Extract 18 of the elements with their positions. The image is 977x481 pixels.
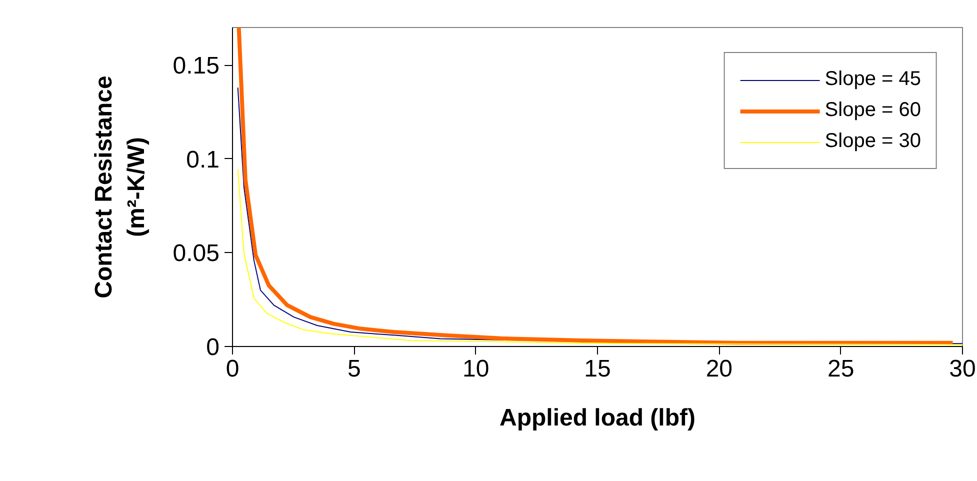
x-tick-label: 30 — [949, 356, 976, 382]
x-tick-label: 15 — [584, 356, 611, 382]
line-series — [236, 28, 955, 345]
y-tick-label: 0.05 — [172, 240, 220, 268]
line-series — [237, 168, 962, 346]
legend-label: Slope = 30 — [824, 130, 921, 153]
y-axis-title: Contact Resistance (m²-K/W) — [90, 76, 150, 298]
x-tick-label: 25 — [827, 356, 854, 382]
y-tick-label: 0.15 — [172, 52, 220, 80]
y-tick-label: 0.1 — [186, 146, 220, 174]
x-tick-label: 0 — [226, 356, 240, 382]
x-tick-label: 5 — [347, 356, 361, 382]
legend-label: Slope = 60 — [824, 99, 921, 122]
x-tick-label: 20 — [706, 356, 733, 382]
legend-label: Slope = 45 — [824, 68, 921, 91]
y-tick-label: 0 — [206, 334, 220, 361]
x-axis-title: Applied load (lbf) — [500, 404, 696, 432]
x-tick-label: 10 — [462, 356, 490, 382]
